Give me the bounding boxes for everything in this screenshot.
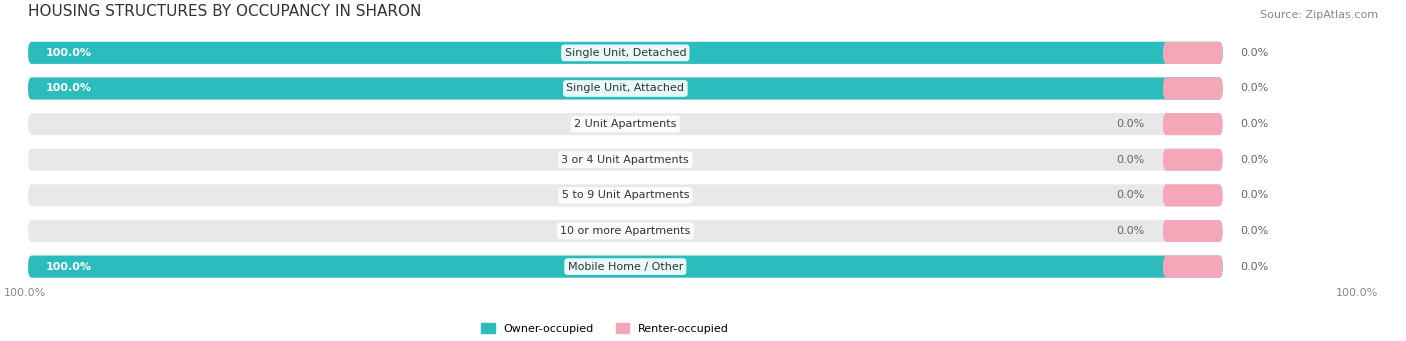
Text: Single Unit, Attached: Single Unit, Attached: [567, 84, 685, 93]
FancyBboxPatch shape: [28, 255, 1223, 278]
Text: Source: ZipAtlas.com: Source: ZipAtlas.com: [1260, 10, 1378, 20]
FancyBboxPatch shape: [1163, 255, 1223, 278]
FancyBboxPatch shape: [28, 42, 1223, 64]
Text: 10 or more Apartments: 10 or more Apartments: [560, 226, 690, 236]
Text: Mobile Home / Other: Mobile Home / Other: [568, 262, 683, 272]
Text: 0.0%: 0.0%: [1116, 226, 1144, 236]
Text: 0.0%: 0.0%: [1240, 262, 1268, 272]
FancyBboxPatch shape: [28, 184, 1223, 206]
FancyBboxPatch shape: [28, 220, 1223, 242]
Text: 100.0%: 100.0%: [1336, 288, 1378, 298]
FancyBboxPatch shape: [1163, 184, 1223, 206]
Text: 0.0%: 0.0%: [1240, 226, 1268, 236]
Text: 2 Unit Apartments: 2 Unit Apartments: [574, 119, 676, 129]
FancyBboxPatch shape: [1163, 113, 1223, 135]
FancyBboxPatch shape: [28, 42, 1223, 64]
Text: 0.0%: 0.0%: [1240, 155, 1268, 165]
FancyBboxPatch shape: [28, 77, 1223, 100]
FancyBboxPatch shape: [28, 255, 1223, 278]
Text: HOUSING STRUCTURES BY OCCUPANCY IN SHARON: HOUSING STRUCTURES BY OCCUPANCY IN SHARO…: [28, 4, 422, 19]
FancyBboxPatch shape: [1163, 42, 1223, 64]
FancyBboxPatch shape: [1163, 149, 1223, 171]
Text: 100.0%: 100.0%: [46, 262, 91, 272]
Text: 5 to 9 Unit Apartments: 5 to 9 Unit Apartments: [561, 190, 689, 201]
Text: Single Unit, Detached: Single Unit, Detached: [565, 48, 686, 58]
Text: 0.0%: 0.0%: [1116, 155, 1144, 165]
FancyBboxPatch shape: [28, 77, 1223, 100]
Text: 100.0%: 100.0%: [4, 288, 46, 298]
FancyBboxPatch shape: [28, 149, 1223, 171]
Text: 0.0%: 0.0%: [1240, 190, 1268, 201]
FancyBboxPatch shape: [1163, 77, 1223, 100]
Text: 100.0%: 100.0%: [46, 84, 91, 93]
Text: 0.0%: 0.0%: [1240, 119, 1268, 129]
FancyBboxPatch shape: [28, 113, 1223, 135]
Text: 0.0%: 0.0%: [1116, 190, 1144, 201]
FancyBboxPatch shape: [1163, 220, 1223, 242]
Text: 100.0%: 100.0%: [46, 48, 91, 58]
Text: 0.0%: 0.0%: [1240, 48, 1268, 58]
Text: 3 or 4 Unit Apartments: 3 or 4 Unit Apartments: [561, 155, 689, 165]
Text: 0.0%: 0.0%: [1240, 84, 1268, 93]
Text: 0.0%: 0.0%: [1116, 119, 1144, 129]
Legend: Owner-occupied, Renter-occupied: Owner-occupied, Renter-occupied: [477, 318, 734, 338]
